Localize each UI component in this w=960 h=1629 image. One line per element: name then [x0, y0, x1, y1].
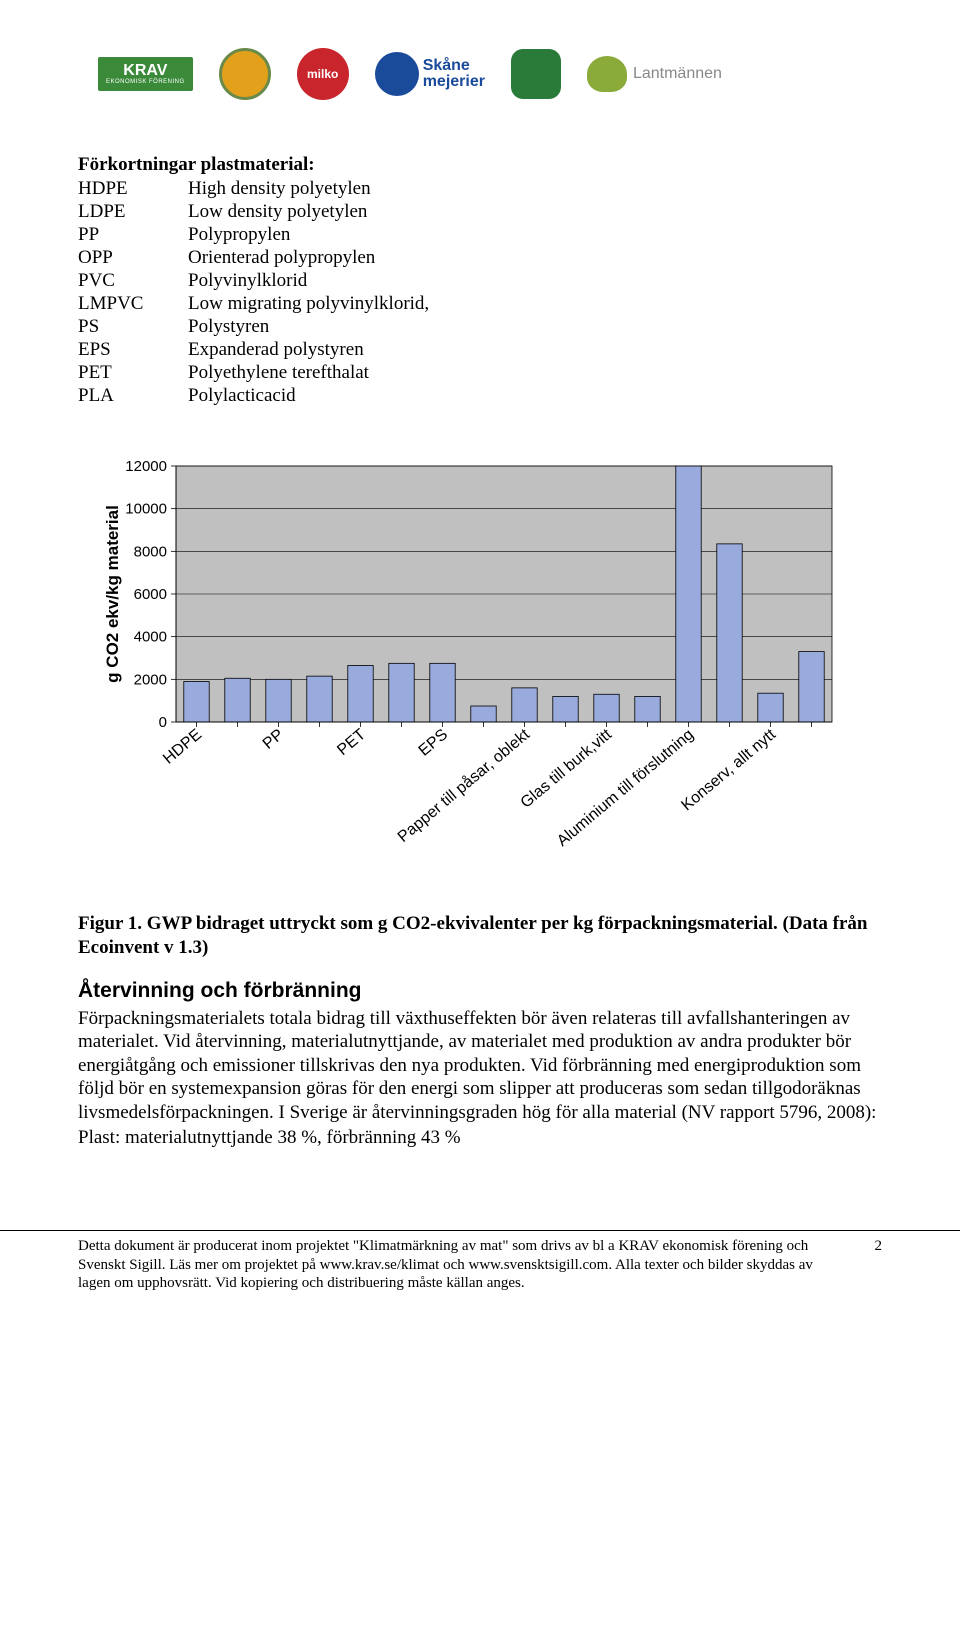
- svg-text:10000: 10000: [125, 501, 167, 518]
- logo-lantmannen: Lantmännen: [587, 56, 722, 92]
- logo-sigill: [219, 48, 271, 100]
- abbrev-code: LMPVC: [78, 293, 188, 316]
- svg-text:Aluminium till förslutning: Aluminium till förslutning: [554, 726, 697, 850]
- logo-krav-text: KRAV: [123, 62, 167, 79]
- page-footer: Detta dokument är producerat inom projek…: [0, 1230, 960, 1313]
- svg-text:EPS: EPS: [416, 726, 451, 760]
- flower-icon: [375, 52, 419, 96]
- abbrev-desc: Polypropylen: [188, 224, 449, 247]
- abbrev-code: HDPE: [78, 178, 188, 201]
- svg-text:2000: 2000: [134, 671, 167, 688]
- header-logos: KRAV EKONOMISK FÖRENING milko Skånemejer…: [78, 48, 882, 100]
- logo-skane-l1: Skåne: [423, 57, 470, 74]
- abbrev-code: PVC: [78, 270, 188, 293]
- table-row: OPPOrienterad polypropylen: [78, 247, 449, 270]
- svg-text:Papper till påsar, oblekt: Papper till påsar, oblekt: [394, 725, 533, 846]
- svg-text:8000: 8000: [134, 543, 167, 560]
- abbrev-desc: Low migrating polyvinylklorid,: [188, 293, 449, 316]
- abbrev-desc: Polyethylene terefthalat: [188, 362, 449, 385]
- abbrev-code: PET: [78, 362, 188, 385]
- svg-text:4000: 4000: [134, 629, 167, 646]
- svg-text:6000: 6000: [134, 586, 167, 603]
- section-heading: Återvinning och förbränning: [78, 979, 882, 1003]
- svg-text:PP: PP: [260, 726, 287, 753]
- abbrev-desc: High density polyetylen: [188, 178, 449, 201]
- table-row: PSPolystyren: [78, 316, 449, 339]
- abbrev-title: Förkortningar plastmaterial:: [78, 154, 882, 176]
- table-row: PVCPolyvinylklorid: [78, 270, 449, 293]
- abbrev-code: OPP: [78, 247, 188, 270]
- footer-text: Detta dokument är producerat inom projek…: [78, 1237, 848, 1293]
- abbrev-code: LDPE: [78, 201, 188, 224]
- figure-caption: Figur 1. GWP bidraget uttryckt som g CO2…: [78, 912, 882, 960]
- logo-krav-sub: EKONOMISK FÖRENING: [106, 79, 185, 85]
- abbrev-code: PLA: [78, 385, 188, 408]
- abbrev-desc: Expanderad polystyren: [188, 339, 449, 362]
- abbrev-desc: Polyvinylklorid: [188, 270, 449, 293]
- logo-lrf: [511, 49, 561, 99]
- svg-text:HDPE: HDPE: [160, 726, 205, 768]
- body-paragraph-1: Förpackningsmaterialets totala bidrag ti…: [78, 1007, 882, 1125]
- table-row: LMPVCLow migrating polyvinylklorid,: [78, 293, 449, 316]
- body-paragraph-2: Plast: materialutnyttjande 38 %, förbrän…: [78, 1126, 882, 1150]
- sprout-icon: [587, 56, 627, 92]
- table-row: PLAPolylacticacid: [78, 385, 449, 408]
- table-row: EPSExpanderad polystyren: [78, 339, 449, 362]
- table-row: LDPELow density polyetylen: [78, 201, 449, 224]
- abbrev-code: PS: [78, 316, 188, 339]
- table-row: PPPolypropylen: [78, 224, 449, 247]
- abbrev-desc: Low density polyetylen: [188, 201, 449, 224]
- abbrev-code: EPS: [78, 339, 188, 362]
- table-row: PETPolyethylene terefthalat: [78, 362, 449, 385]
- svg-text:0: 0: [159, 714, 167, 731]
- abbrev-desc: Polylacticacid: [188, 385, 449, 408]
- logo-krav: KRAV EKONOMISK FÖRENING: [98, 57, 193, 91]
- svg-text:12000: 12000: [125, 458, 167, 475]
- logo-lantmannen-text: Lantmännen: [633, 65, 722, 83]
- svg-text:PET: PET: [334, 726, 369, 759]
- abbrev-desc: Orienterad polypropylen: [188, 247, 449, 270]
- logo-skane: Skånemejerier: [375, 52, 485, 96]
- logo-milko: milko: [297, 48, 349, 100]
- page-number: 2: [875, 1237, 883, 1293]
- abbrev-code: PP: [78, 224, 188, 247]
- abbrev-table: HDPEHigh density polyetylenLDPELow densi…: [78, 178, 449, 408]
- gwp-chart: 0 2000 4000 6000 8000 10000 12000 g CO2 ekv/kg …: [78, 454, 882, 884]
- svg-text:g CO2 ekv/kg material: g CO2 ekv/kg material: [103, 505, 122, 683]
- logo-skane-l2: mejerier: [423, 73, 485, 90]
- abbrev-desc: Polystyren: [188, 316, 449, 339]
- table-row: HDPEHigh density polyetylen: [78, 178, 449, 201]
